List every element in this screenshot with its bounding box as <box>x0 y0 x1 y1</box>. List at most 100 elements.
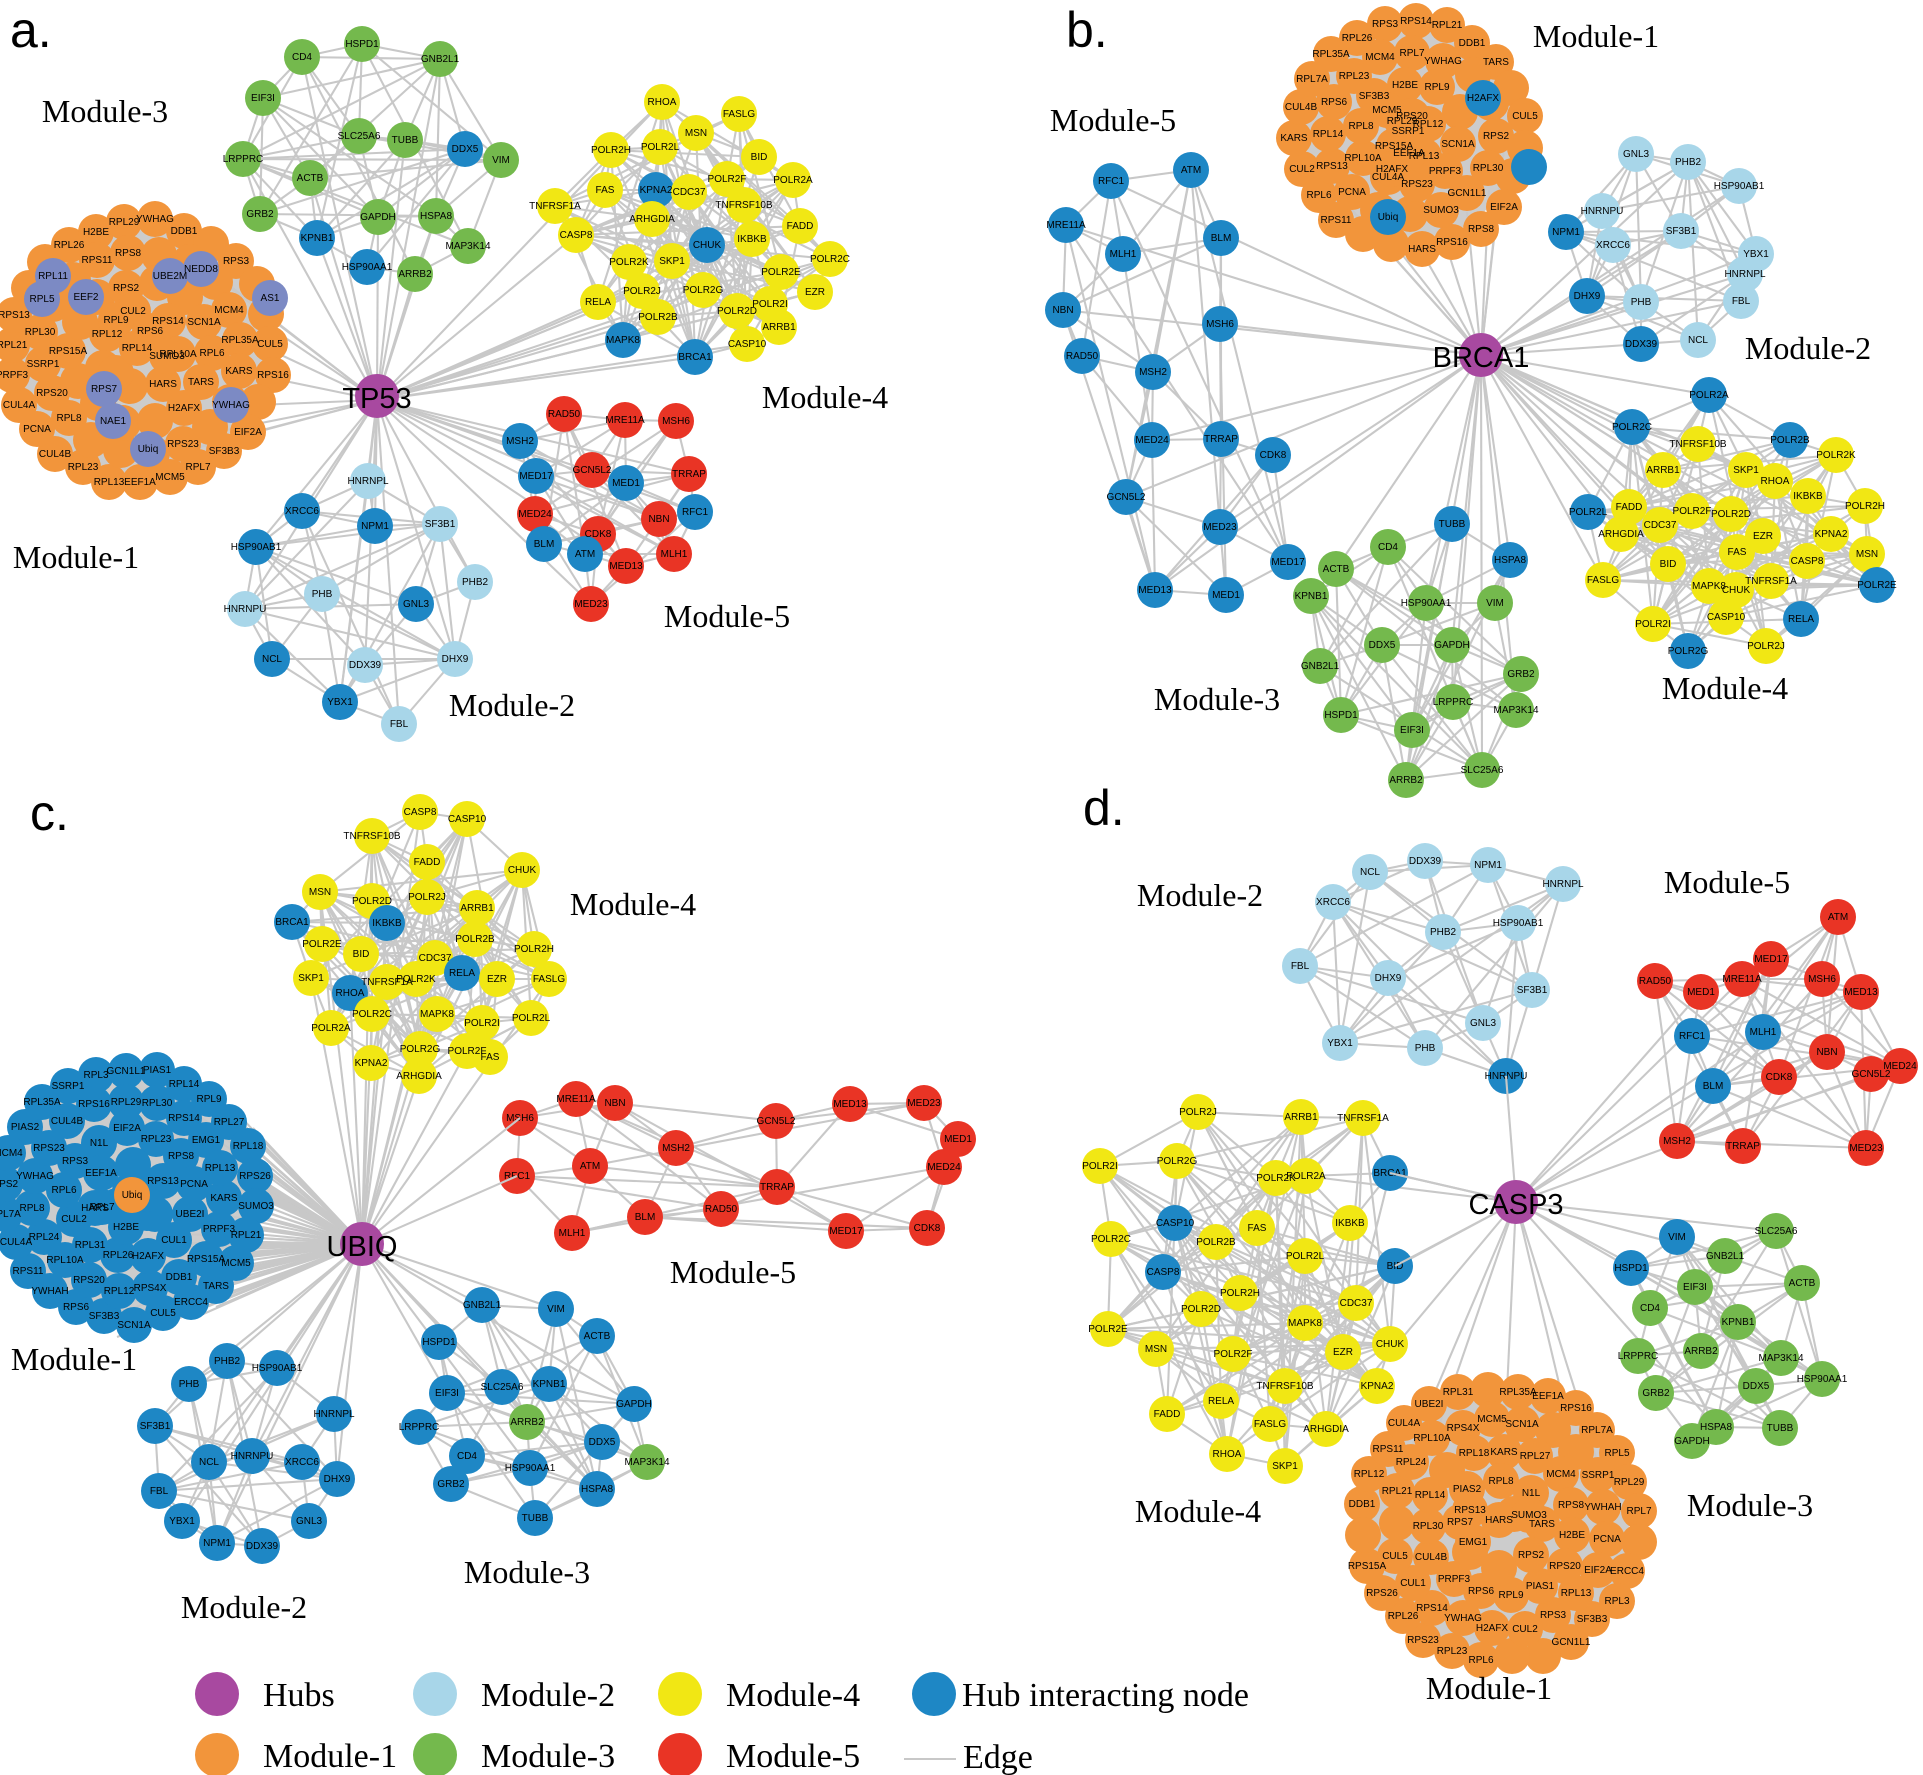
svg-text:RPS13: RPS13 <box>1316 161 1348 172</box>
svg-text:MCM4: MCM4 <box>1546 1469 1576 1480</box>
svg-text:RPL21: RPL21 <box>1432 20 1463 31</box>
svg-text:TARS: TARS <box>203 1281 229 1292</box>
svg-text:HSP90AB1: HSP90AB1 <box>1493 918 1544 929</box>
svg-text:RPL35A: RPL35A <box>1312 49 1350 60</box>
svg-text:YBX1: YBX1 <box>1743 249 1769 260</box>
svg-text:HSPD1: HSPD1 <box>1324 710 1358 721</box>
svg-text:MCM4: MCM4 <box>0 1148 23 1159</box>
svg-text:POLR2F: POLR2F <box>448 1046 487 1057</box>
svg-text:PHB: PHB <box>179 1379 200 1390</box>
svg-text:MCM5: MCM5 <box>155 472 185 483</box>
svg-text:FBL: FBL <box>150 1486 169 1497</box>
svg-text:POLR2B: POLR2B <box>1770 435 1810 446</box>
svg-text:KPNB1: KPNB1 <box>301 233 334 244</box>
svg-text:TNFRSF1A: TNFRSF1A <box>361 977 413 988</box>
svg-text:RPL10A: RPL10A <box>159 349 197 360</box>
svg-text:TARS: TARS <box>1483 57 1509 68</box>
svg-text:FAS: FAS <box>596 185 615 196</box>
svg-text:SSRP1: SSRP1 <box>52 1081 85 1092</box>
svg-text:CUL5: CUL5 <box>257 339 283 350</box>
svg-text:RAD50: RAD50 <box>705 1204 738 1215</box>
svg-text:KPNA2: KPNA2 <box>1361 1381 1394 1392</box>
svg-text:RPL7A: RPL7A <box>1581 1425 1613 1436</box>
svg-text:ATM: ATM <box>1828 912 1848 923</box>
svg-text:RAD50: RAD50 <box>1066 351 1099 362</box>
svg-text:SKP1: SKP1 <box>1733 465 1759 476</box>
svg-text:ATM: ATM <box>575 549 595 560</box>
svg-text:HNRNPL: HNRNPL <box>1542 879 1584 890</box>
svg-text:CUL5: CUL5 <box>150 1308 176 1319</box>
svg-text:CASP8: CASP8 <box>1147 1267 1180 1278</box>
svg-text:RPS13: RPS13 <box>0 310 30 321</box>
svg-text:ACTB: ACTB <box>297 173 324 184</box>
svg-text:ACTB: ACTB <box>1323 564 1350 575</box>
svg-text:H2AFX: H2AFX <box>168 403 201 414</box>
svg-text:RPL31: RPL31 <box>1443 1387 1474 1398</box>
svg-text:PHB: PHB <box>1631 297 1652 308</box>
svg-text:RPL8: RPL8 <box>19 1203 44 1214</box>
svg-text:POLR2E: POLR2E <box>302 939 342 950</box>
svg-text:TRRAP: TRRAP <box>1726 1141 1760 1152</box>
svg-text:Edge: Edge <box>963 1739 1033 1775</box>
svg-text:Module-2: Module-2 <box>1745 330 1871 366</box>
svg-text:a.: a. <box>10 2 52 58</box>
svg-text:TNFRSF1A: TNFRSF1A <box>1337 1113 1389 1124</box>
svg-text:UBIQ: UBIQ <box>327 1231 398 1263</box>
svg-text:DDB1: DDB1 <box>1459 38 1486 49</box>
svg-text:RPL21: RPL21 <box>0 340 28 351</box>
svg-text:Module-1: Module-1 <box>1426 1670 1552 1706</box>
svg-text:RPS13: RPS13 <box>147 1176 179 1187</box>
svg-text:RELA: RELA <box>449 968 475 979</box>
svg-text:Module-4: Module-4 <box>726 1677 860 1714</box>
svg-text:RPL30: RPL30 <box>25 327 56 338</box>
svg-text:Module-2: Module-2 <box>449 687 575 723</box>
svg-text:XRCC6: XRCC6 <box>285 1457 319 1468</box>
svg-text:HSPA8: HSPA8 <box>1494 555 1526 566</box>
svg-text:DHX9: DHX9 <box>1375 973 1402 984</box>
svg-text:SLC25A6: SLC25A6 <box>1755 1226 1798 1237</box>
svg-text:HSP90AA1: HSP90AA1 <box>342 262 393 273</box>
svg-text:DDB1: DDB1 <box>166 1272 193 1283</box>
svg-text:RPL26: RPL26 <box>103 1250 134 1261</box>
svg-text:CHUK: CHUK <box>693 240 722 251</box>
svg-text:RPL6: RPL6 <box>199 348 224 359</box>
svg-text:RPL35A: RPL35A <box>221 335 259 346</box>
svg-text:RPL35A: RPL35A <box>1499 1387 1537 1398</box>
svg-text:RPL9: RPL9 <box>1498 1590 1523 1601</box>
svg-text:RPL12: RPL12 <box>104 1286 135 1297</box>
svg-text:FBL: FBL <box>1732 296 1751 307</box>
svg-text:HSP90AB1: HSP90AB1 <box>252 1363 303 1374</box>
svg-text:MED13: MED13 <box>833 1099 867 1110</box>
svg-text:RPS23: RPS23 <box>33 1143 65 1154</box>
svg-text:RPL7A: RPL7A <box>1296 74 1328 85</box>
svg-text:RPL26: RPL26 <box>1342 33 1373 44</box>
svg-text:RPL7A: RPL7A <box>0 1209 21 1220</box>
svg-text:CDK8: CDK8 <box>914 1223 941 1234</box>
svg-text:TRRAP: TRRAP <box>760 1182 794 1193</box>
svg-text:DDX5: DDX5 <box>452 144 479 155</box>
svg-text:POLR2E: POLR2E <box>761 267 801 278</box>
svg-text:PHB2: PHB2 <box>462 577 489 588</box>
svg-text:HNRNPL: HNRNPL <box>1724 269 1766 280</box>
svg-text:GCN1L1: GCN1L1 <box>1448 188 1487 199</box>
svg-text:KPNA2: KPNA2 <box>355 1058 388 1069</box>
svg-text:FAS: FAS <box>1248 1223 1267 1234</box>
svg-text:RPL10A: RPL10A <box>46 1255 84 1266</box>
svg-text:POLR2F: POLR2F <box>1673 506 1712 517</box>
svg-text:Module-2: Module-2 <box>181 1589 307 1625</box>
svg-text:RPS3: RPS3 <box>62 1156 89 1167</box>
svg-text:NBN: NBN <box>1816 1047 1837 1058</box>
svg-text:RPL29: RPL29 <box>109 217 140 228</box>
svg-text:Module-5: Module-5 <box>670 1254 796 1290</box>
svg-text:POLR2A: POLR2A <box>1689 390 1729 401</box>
svg-text:MSN: MSN <box>685 128 707 139</box>
svg-text:EIF3I: EIF3I <box>1400 725 1424 736</box>
svg-text:RPS7: RPS7 <box>91 384 118 395</box>
svg-text:RPL9: RPL9 <box>103 315 128 326</box>
svg-text:Module-4: Module-4 <box>570 886 696 922</box>
svg-text:MSH2: MSH2 <box>662 1143 690 1154</box>
svg-text:GCN5L2: GCN5L2 <box>757 1116 796 1127</box>
svg-text:POLR2E: POLR2E <box>1857 580 1897 591</box>
svg-text:DDX5: DDX5 <box>589 1437 616 1448</box>
svg-text:BLM: BLM <box>1703 1081 1724 1092</box>
